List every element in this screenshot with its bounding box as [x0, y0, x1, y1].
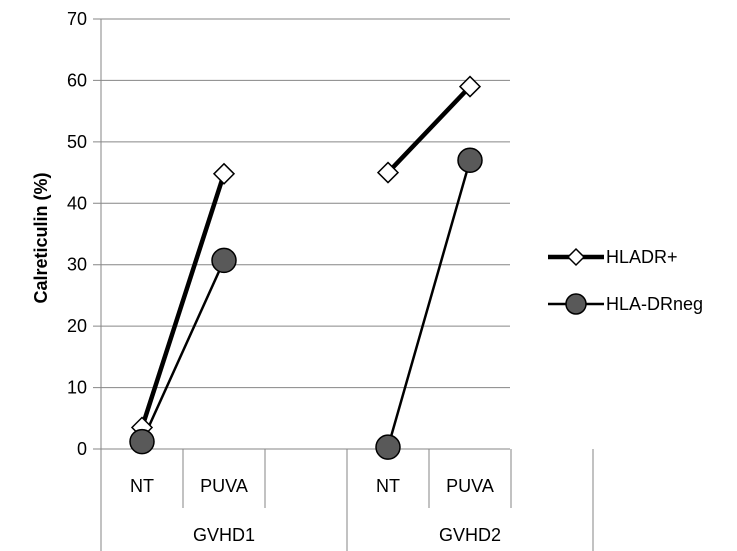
legend-label: HLA-DRneg: [606, 294, 703, 314]
legend-entry: HLADR+: [548, 247, 678, 267]
series-hla-drneg: [140, 159, 472, 448]
series-line-segment: [139, 173, 227, 429]
legend-entry: HLA-DRneg: [548, 293, 703, 315]
y-tick-label: 30: [67, 255, 87, 275]
x-category-label: PUVA: [446, 476, 494, 496]
x-category-label: NT: [130, 476, 154, 496]
legend-diamond-marker: [566, 247, 586, 267]
legend: HLADR+ HLA-DRneg: [548, 247, 703, 315]
y-tick-label: 0: [77, 439, 87, 459]
diamond-marker: [458, 75, 482, 98]
circle-marker: [375, 434, 401, 460]
circle-marker: [211, 247, 237, 274]
legend-circle-marker: [565, 293, 587, 315]
y-axis-label: Calreticulin (%): [31, 172, 51, 303]
diamond-marker: [376, 161, 400, 184]
circle-marker: [457, 147, 483, 174]
y-tick-label: 10: [67, 378, 87, 398]
y-tick-label: 50: [67, 132, 87, 152]
x-category-label: PUVA: [200, 476, 248, 496]
x-group-label: GVHD1: [193, 525, 255, 545]
y-tick-label: 20: [67, 316, 87, 336]
y-tick-label: 60: [67, 70, 87, 90]
diamond-marker: [212, 162, 236, 185]
series-hladr-: [139, 85, 472, 429]
series-line-segment: [386, 159, 472, 448]
gridlines: [93, 18, 510, 450]
series-line-segment: [386, 85, 472, 175]
y-tick-label: 40: [67, 193, 87, 213]
x-category-label: NT: [376, 476, 400, 496]
legend-label: HLADR+: [606, 247, 678, 267]
y-tick-label: 70: [67, 9, 87, 29]
axes: 0 10 20 30 40 50 60 70 NT PUVA GVHD1 NT PUVA GVHD2: [67, 9, 594, 551]
circle-marker: [129, 428, 155, 455]
x-group-label: GVHD2: [439, 525, 501, 545]
series: [129, 75, 483, 460]
series-line-segment: [140, 259, 226, 443]
